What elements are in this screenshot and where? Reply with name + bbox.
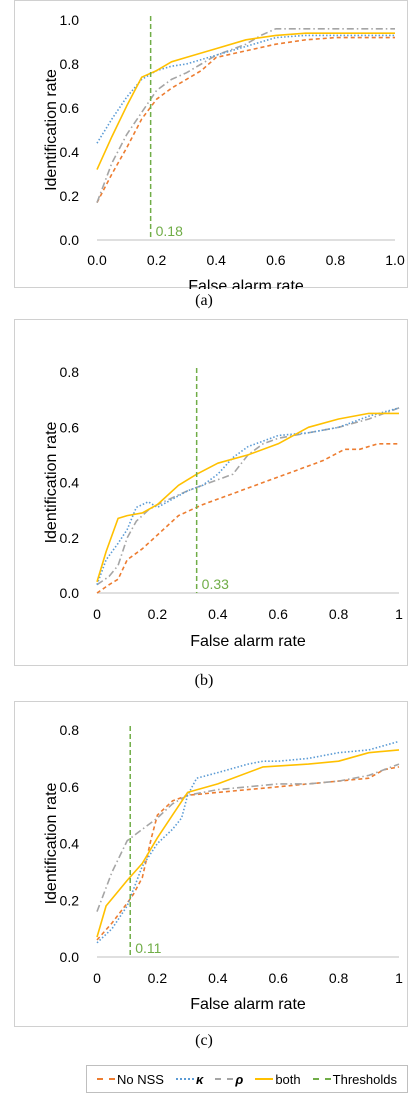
y-tick-label: 0.6 (60, 100, 80, 116)
y-tick-label: 0.8 (60, 364, 80, 380)
x-tick-label: 0 (93, 970, 101, 986)
legend-label-kappa: κ (196, 1071, 204, 1087)
series-line-kappa (96, 34, 395, 144)
x-tick-label: 0.0 (87, 252, 107, 268)
caption-a: (a) (195, 292, 213, 309)
y-tick-label: 0.0 (60, 232, 80, 248)
legend-swatch-rho (215, 1078, 234, 1080)
y-tick-label: 0.2 (60, 530, 80, 546)
x-tick-label: 1 (395, 970, 403, 986)
y-axis-label: Identification rate (43, 69, 60, 191)
y-tick-label: 0.0 (60, 949, 80, 965)
legend-item-thresholds: Thresholds (312, 1071, 397, 1087)
legend-label-thresholds: Thresholds (332, 1071, 397, 1087)
x-tick-label: 0.4 (208, 606, 228, 622)
legend-swatch-thresholds (312, 1078, 331, 1080)
series-line-no-nss (96, 36, 395, 203)
series-line-both (96, 749, 400, 938)
y-tick-label: 1.0 (60, 12, 80, 28)
x-tick-label: 0.8 (326, 252, 346, 268)
series-line-rho (96, 763, 400, 912)
series-line-kappa (96, 407, 400, 585)
chart-panel-a: 0.0 0.2 0.4 0.6 0.8 1.0 0.0 0.2 0.4 0.6 0.8 1.0 Fals… (14, 0, 408, 295)
x-axis-label: False alarm rate (190, 633, 306, 650)
y-tick-label: 0.8 (60, 722, 80, 738)
y-tick-label: 0.6 (60, 779, 80, 795)
x-tick-label: 0.2 (148, 606, 168, 622)
series-line-no-nss (96, 766, 400, 941)
x-tick-label: 0.4 (206, 252, 226, 268)
series-line-no-nss (96, 443, 399, 594)
y-tick-label: 0.4 (60, 836, 80, 852)
x-tick-label: 0.8 (329, 970, 349, 986)
series-line-both (96, 32, 395, 170)
legend-label-both: both (275, 1071, 301, 1087)
x-tick-label: 0 (93, 606, 101, 622)
x-tick-label: 1.0 (385, 252, 405, 268)
chart-c: 0.0 0.2 0.4 0.6 0.8 0 0.2 0.4 0.6 0.8 1 False alarm… (43, 722, 403, 1013)
series-line-both (96, 412, 399, 583)
series-line-kappa (96, 740, 400, 944)
x-axis-label: False alarm rate (190, 996, 306, 1013)
series-line-rho (96, 407, 400, 586)
legend-item-no-nss: No NSS (97, 1072, 164, 1087)
threshold-label: 0.11 (135, 940, 161, 956)
caption-c: (c) (195, 1032, 213, 1049)
caption-b: (b) (194, 672, 214, 689)
y-tick-label: 0.2 (60, 188, 80, 204)
x-tick-label: 0.6 (266, 252, 286, 268)
legend-item-rho: ρ (215, 1072, 243, 1087)
legend-item-both: both (255, 1071, 301, 1087)
y-tick-label: 0.4 (60, 475, 80, 491)
x-tick-label: 0.4 (208, 970, 228, 986)
y-tick-label: 0.4 (60, 144, 80, 160)
threshold-label: 0.33 (202, 576, 229, 592)
x-tick-label: 0.2 (148, 970, 168, 986)
y-tick-label: 0.8 (60, 56, 80, 72)
chart-panel-c: 0.0 0.2 0.4 0.6 0.8 0 0.2 0.4 0.6 0.8 1 False alarm… (14, 701, 408, 1027)
y-tick-label: 0.2 (60, 892, 80, 908)
y-axis-label: Identification rate (43, 782, 60, 904)
legend-item-kappa: κ (176, 1072, 203, 1087)
y-axis-label: Identification rate (43, 421, 60, 543)
legend: No NSS κ ρ both Thresholds (86, 1065, 408, 1093)
legend-label-rho: ρ (235, 1071, 244, 1087)
legend-swatch-kappa (176, 1078, 195, 1080)
chart-b: 0.0 0.2 0.4 0.6 0.8 0 0.2 0.4 0.6 0.8 1 False alarm… (43, 364, 403, 650)
chart-panel-b: 0.0 0.2 0.4 0.6 0.8 0 0.2 0.4 0.6 0.8 1 False alarm… (14, 319, 408, 666)
x-tick-label: 0.6 (268, 606, 288, 622)
y-tick-label: 0.0 (60, 585, 80, 601)
legend-swatch-both (255, 1078, 274, 1080)
x-tick-label: 0.6 (268, 970, 288, 986)
legend-label-no-nss: No NSS (117, 1071, 164, 1087)
x-axis-label: False alarm rate (188, 278, 304, 289)
chart-a: 0.0 0.2 0.4 0.6 0.8 1.0 0.0 0.2 0.4 0.6 0.8 1.0 Fals… (43, 12, 405, 295)
y-tick-label: 0.6 (60, 419, 80, 435)
x-tick-label: 1 (395, 606, 403, 622)
threshold-label: 0.18 (156, 223, 183, 239)
series-line-rho (96, 27, 395, 203)
legend-swatch-no-nss (97, 1078, 116, 1080)
x-tick-label: 0.8 (329, 606, 349, 622)
x-tick-label: 0.2 (147, 252, 167, 268)
